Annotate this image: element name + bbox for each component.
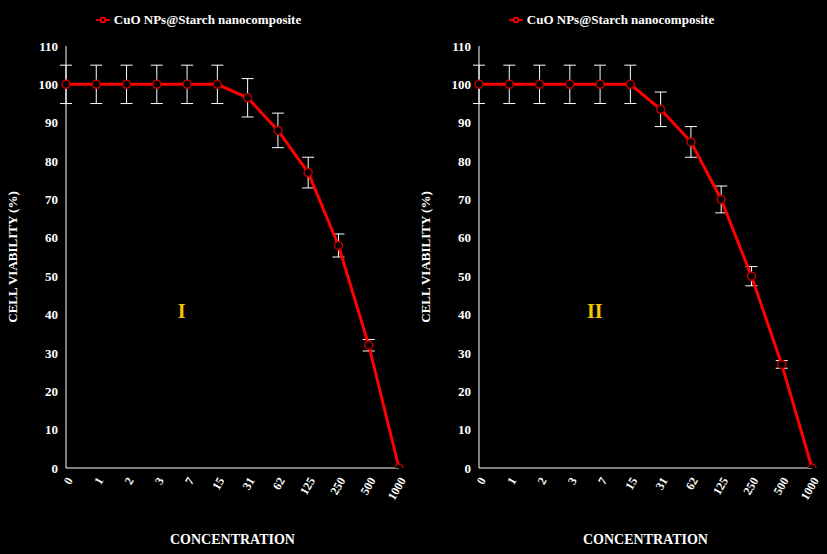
svg-text:60: 60	[45, 230, 58, 245]
svg-text:60: 60	[458, 230, 471, 245]
svg-text:CELL VIABILITY (%): CELL VIABILITY (%)	[418, 191, 433, 322]
svg-text:250: 250	[327, 475, 348, 498]
svg-text:20: 20	[45, 384, 58, 399]
svg-text:40: 40	[458, 307, 471, 322]
svg-text:90: 90	[458, 115, 471, 130]
svg-text:31: 31	[239, 475, 257, 492]
svg-text:0: 0	[52, 461, 59, 476]
svg-text:70: 70	[458, 192, 471, 207]
svg-text:0: 0	[465, 461, 472, 476]
svg-text:50: 50	[45, 269, 58, 284]
svg-text:125: 125	[710, 475, 731, 498]
svg-text:90: 90	[45, 115, 58, 130]
html-text:CuO NPs@Starch nanocomposite: CuO NPs@Starch nanocomposite	[526, 12, 715, 27]
svg-text:CONCENTRATION: CONCENTRATION	[170, 532, 295, 547]
svg-text:30: 30	[45, 346, 58, 361]
svg-text:7: 7	[182, 475, 197, 487]
svg-text:500: 500	[771, 475, 792, 498]
svg-text:2: 2	[534, 475, 549, 487]
svg-text:1: 1	[91, 475, 106, 487]
svg-text:100: 100	[39, 77, 59, 92]
html-text:CuO NPs@Starch nanocomposite: CuO NPs@Starch nanocomposite	[113, 12, 302, 27]
svg-text:31: 31	[652, 475, 670, 492]
svg-text:0: 0	[61, 475, 76, 487]
svg-text:1000: 1000	[798, 475, 819, 503]
svg-text:500: 500	[358, 475, 379, 498]
svg-text:15: 15	[209, 475, 227, 492]
svg-text:10: 10	[45, 422, 58, 437]
svg-text:80: 80	[458, 154, 471, 169]
svg-text:7: 7	[595, 475, 610, 487]
svg-text:80: 80	[45, 154, 58, 169]
svg-text:20: 20	[458, 384, 471, 399]
svg-text:CONCENTRATION: CONCENTRATION	[583, 532, 708, 547]
svg-text:30: 30	[458, 346, 471, 361]
svg-text:62: 62	[683, 475, 701, 492]
svg-text:10: 10	[458, 422, 471, 437]
svg-text:3: 3	[565, 475, 580, 487]
svg-text:50: 50	[458, 269, 471, 284]
svg-text:110: 110	[39, 39, 58, 54]
svg-text:100: 100	[452, 77, 472, 92]
html-text:I: I	[177, 300, 186, 322]
svg-text:1: 1	[504, 475, 519, 487]
svg-text:125: 125	[297, 475, 318, 498]
svg-text:CELL VIABILITY (%): CELL VIABILITY (%)	[8, 191, 20, 322]
html-text:II: II	[586, 300, 603, 322]
svg-text:2: 2	[121, 475, 136, 487]
svg-text:15: 15	[622, 475, 640, 492]
svg-text:0: 0	[474, 475, 489, 487]
svg-text:70: 70	[45, 192, 58, 207]
svg-text:1000: 1000	[385, 475, 409, 503]
svg-text:40: 40	[45, 307, 58, 322]
svg-text:62: 62	[270, 475, 288, 492]
svg-text:110: 110	[452, 39, 471, 54]
svg-text:250: 250	[740, 475, 761, 498]
svg-text:3: 3	[152, 475, 167, 487]
